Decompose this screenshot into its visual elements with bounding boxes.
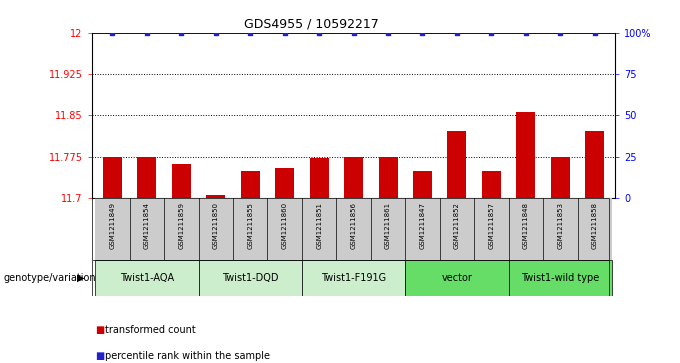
Text: ■: ■ [95, 351, 105, 361]
Point [452, 30, 462, 36]
Point [313, 30, 324, 36]
Text: GSM1211855: GSM1211855 [248, 202, 253, 249]
FancyBboxPatch shape [302, 260, 405, 296]
Bar [585, 131, 605, 198]
FancyBboxPatch shape [199, 260, 302, 296]
Text: GSM1211852: GSM1211852 [454, 202, 460, 249]
Point [107, 30, 118, 36]
Text: ■: ■ [95, 325, 105, 335]
Text: Twist1-wild type: Twist1-wild type [521, 273, 599, 283]
FancyBboxPatch shape [164, 198, 199, 260]
Point [279, 30, 290, 36]
Point [245, 30, 256, 36]
Text: GSM1211853: GSM1211853 [558, 202, 563, 249]
Text: GSM1211859: GSM1211859 [178, 202, 184, 249]
Bar [551, 156, 570, 198]
FancyBboxPatch shape [474, 198, 509, 260]
Bar [447, 131, 466, 198]
Text: GSM1211850: GSM1211850 [213, 202, 219, 249]
Text: Twist1-F191G: Twist1-F191G [321, 273, 386, 283]
Text: percentile rank within the sample: percentile rank within the sample [105, 351, 271, 361]
FancyBboxPatch shape [509, 198, 543, 260]
Bar [103, 156, 122, 198]
FancyBboxPatch shape [405, 198, 440, 260]
Text: GSM1211861: GSM1211861 [385, 202, 391, 249]
Point [417, 30, 428, 36]
Text: GSM1211848: GSM1211848 [523, 202, 529, 249]
Bar [344, 156, 363, 198]
Text: transformed count: transformed count [105, 325, 196, 335]
Point [348, 30, 359, 36]
Text: GSM1211847: GSM1211847 [420, 202, 426, 249]
Text: GSM1211851: GSM1211851 [316, 202, 322, 249]
Point [520, 30, 531, 36]
FancyBboxPatch shape [577, 198, 612, 260]
FancyBboxPatch shape [199, 198, 233, 260]
Point [486, 30, 497, 36]
Point [210, 30, 221, 36]
FancyBboxPatch shape [95, 260, 199, 296]
Point [141, 30, 152, 36]
FancyBboxPatch shape [302, 198, 337, 260]
Bar [482, 171, 501, 198]
Bar [379, 156, 398, 198]
Text: GSM1211860: GSM1211860 [282, 202, 288, 249]
Text: genotype/variation: genotype/variation [3, 273, 96, 283]
Bar [172, 164, 191, 198]
Text: GSM1211857: GSM1211857 [488, 202, 494, 249]
Text: GSM1211858: GSM1211858 [592, 202, 598, 249]
Bar [413, 171, 432, 198]
Text: GSM1211856: GSM1211856 [351, 202, 356, 249]
Point [590, 30, 600, 36]
Point [555, 30, 566, 36]
Point [176, 30, 187, 36]
FancyBboxPatch shape [95, 198, 130, 260]
Point [383, 30, 394, 36]
FancyBboxPatch shape [337, 198, 371, 260]
Text: vector: vector [441, 273, 473, 283]
FancyBboxPatch shape [440, 198, 474, 260]
Text: GSM1211849: GSM1211849 [109, 202, 116, 249]
FancyBboxPatch shape [233, 198, 267, 260]
FancyBboxPatch shape [130, 198, 164, 260]
Text: Twist1-DQD: Twist1-DQD [222, 273, 279, 283]
Bar [206, 195, 225, 198]
FancyBboxPatch shape [371, 198, 405, 260]
Text: ▶: ▶ [76, 273, 84, 283]
FancyBboxPatch shape [267, 198, 302, 260]
Bar [275, 168, 294, 198]
Bar [516, 113, 535, 198]
FancyBboxPatch shape [509, 260, 612, 296]
FancyBboxPatch shape [405, 260, 509, 296]
Text: Twist1-AQA: Twist1-AQA [120, 273, 174, 283]
Bar [137, 156, 156, 198]
Title: GDS4955 / 10592217: GDS4955 / 10592217 [244, 17, 379, 30]
Text: GSM1211854: GSM1211854 [144, 202, 150, 249]
FancyBboxPatch shape [543, 198, 577, 260]
Bar [241, 171, 260, 198]
Bar [309, 158, 328, 198]
